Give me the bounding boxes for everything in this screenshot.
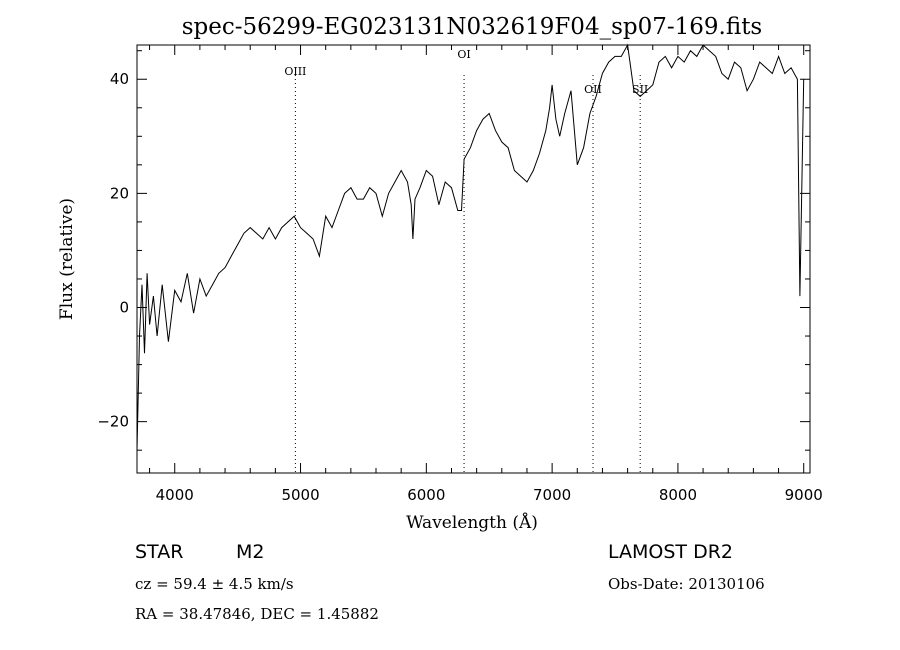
chart-title: spec-56299-EG023131N032619F04_sp07-169.f… [182,14,763,40]
y-tick-label: 40 [110,70,129,88]
y-tick-label: 20 [110,184,129,202]
x-tick-label: 7000 [533,486,571,504]
x-tick-label: 8000 [659,486,697,504]
marker-label-oi: OI [457,48,470,61]
x-tick-label: 9000 [785,486,823,504]
redshift-readout: cz = 59.4 ± 4.5 km/s [135,575,294,593]
object-subclass: M2 [236,541,264,563]
plot-frame [136,44,811,474]
marker-label-sii: SII [632,83,648,96]
coordinates-readout: RA = 38.47846, DEC = 1.45882 [135,605,379,623]
observation-date: Obs-Date: 20130106 [608,575,765,593]
axis-ticks: 4000 5000 6000 7000 8000 9000 −20 0 20 40 [97,45,823,504]
x-tick-label: 4000 [156,486,194,504]
x-axis-label: Wavelength (Å) [406,512,538,533]
x-tick-label: 5000 [281,486,319,504]
y-axis-label: Flux (relative) [57,198,77,320]
y-tick-label: −20 [97,413,129,431]
survey-name: LAMOST DR2 [608,541,733,563]
spectrum-line [136,43,805,451]
marker-label-oiii: OIII [284,65,306,78]
x-tick-label: 6000 [407,486,445,504]
object-class: STAR [135,541,183,563]
y-tick-label: 0 [119,299,129,317]
